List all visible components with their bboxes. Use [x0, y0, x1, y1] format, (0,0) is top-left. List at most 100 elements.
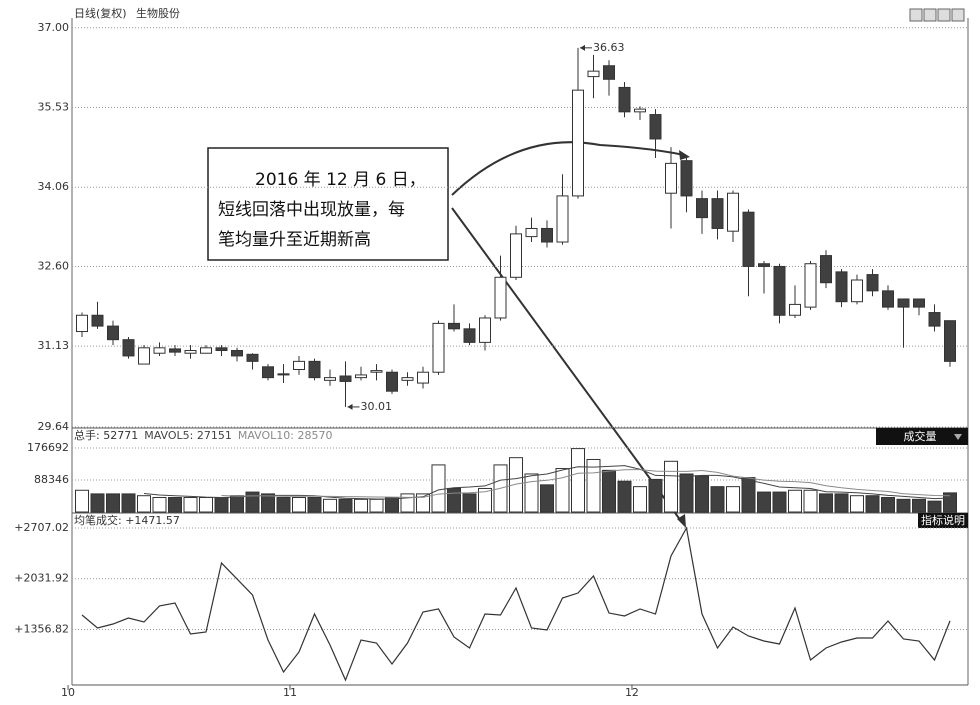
volume-bar — [524, 473, 539, 513]
volume-bar — [710, 486, 725, 513]
candle-body — [76, 314, 88, 333]
volume-bar — [137, 495, 151, 513]
candle-body — [665, 162, 677, 194]
y-tick-label: 29.64 — [38, 420, 70, 433]
candle-body — [293, 360, 305, 371]
candle-body — [386, 371, 398, 392]
candle-body — [122, 339, 135, 357]
candle-body — [928, 312, 941, 327]
candle-body — [851, 279, 863, 303]
volume-bar — [106, 493, 120, 513]
volume-bar — [679, 473, 694, 513]
toolbar[interactable] — [909, 8, 965, 22]
x-tick-label: 11 — [283, 686, 297, 699]
candle-body — [448, 322, 460, 330]
y-tick-label: 88346 — [34, 473, 69, 486]
volume-bar — [400, 493, 415, 513]
candle-body — [432, 322, 445, 373]
candle-body — [417, 371, 429, 384]
x-tick-label: 10 — [61, 686, 75, 699]
arrow-head — [580, 44, 585, 51]
callout-box — [207, 147, 449, 261]
annotation-label: 36.63 — [593, 41, 625, 54]
candle-body — [184, 350, 197, 354]
y-tick-label: 32.60 — [38, 259, 70, 272]
candle-body — [463, 328, 476, 343]
volume-bar — [230, 495, 244, 513]
candle-body — [696, 198, 708, 219]
volume-bar — [292, 497, 306, 513]
volume-bar — [819, 493, 833, 513]
volume-bar — [152, 497, 167, 513]
candle-body — [355, 374, 367, 379]
candle-body — [835, 271, 848, 303]
candle-body — [944, 320, 956, 362]
volume-bar — [695, 475, 709, 513]
y-tick-label: 35.53 — [38, 101, 70, 114]
candle-body — [804, 263, 817, 308]
volume-bar — [927, 500, 942, 513]
callout: 2016 年 12 月 6 日， 短线回落中出现放量，每 笔均量升至近期新高 — [207, 141, 690, 528]
candle-body — [727, 192, 739, 232]
candle-body — [541, 227, 553, 243]
volume-bar — [385, 497, 399, 513]
candle-body — [262, 366, 274, 379]
volume-bar — [509, 457, 523, 513]
indicator-label[interactable]: 成交量 — [904, 429, 937, 443]
volume-bar — [121, 493, 136, 513]
candle-body — [370, 370, 383, 373]
volume-bar — [261, 493, 275, 513]
ma-line — [143, 465, 951, 500]
volume-bar — [788, 489, 802, 513]
volume-bar — [245, 491, 260, 513]
volume-bar — [803, 489, 818, 513]
candle-body — [773, 265, 786, 316]
line — [81, 526, 951, 682]
legend-entry: 均笔成交: +1471.57 — [74, 513, 180, 527]
volume-bar — [648, 478, 663, 513]
tool-button[interactable] — [909, 8, 923, 22]
candle-body — [897, 298, 910, 308]
help-button-label[interactable]: 指标说明 — [921, 513, 965, 527]
volume-bar — [447, 487, 461, 513]
tool-button[interactable] — [923, 8, 937, 22]
volume-bar — [881, 497, 895, 513]
candle-body — [153, 347, 166, 354]
annotation-label: 30.01 — [361, 400, 393, 413]
candle-body — [680, 160, 693, 197]
indicator-select[interactable] — [876, 428, 968, 445]
candle-body — [231, 350, 243, 357]
candle-body — [308, 360, 321, 379]
y-tick-label: +2031.92 — [14, 572, 69, 585]
candle-body — [618, 86, 631, 113]
volume-bar — [617, 480, 632, 513]
volume-bar — [540, 484, 554, 513]
volume-bar — [478, 487, 492, 513]
y-tick-label: +1356.82 — [14, 623, 69, 636]
candle-body — [277, 373, 290, 376]
volume-bar — [323, 498, 337, 513]
volume-bar — [307, 497, 322, 513]
candle-body — [649, 114, 662, 140]
y-tick-label: 31.13 — [38, 339, 70, 352]
callout-arrow — [451, 207, 682, 522]
volume-bar — [834, 493, 849, 513]
volume-bar — [168, 497, 182, 513]
legend-entry: 总手: 52771 — [74, 428, 138, 442]
stock-name: 生物股份 — [136, 6, 180, 20]
tool-button[interactable] — [937, 8, 951, 22]
arrow-head — [677, 514, 686, 528]
candle-body — [525, 227, 538, 238]
volume-bar — [354, 498, 368, 513]
volume-bar — [416, 493, 430, 513]
tool-button[interactable] — [951, 8, 965, 22]
help-button[interactable] — [918, 513, 968, 528]
candle-body — [572, 89, 584, 197]
candle-body — [401, 377, 414, 381]
candle-body — [246, 353, 259, 362]
volume-bar — [850, 495, 864, 513]
volume-bar — [276, 497, 291, 513]
volume-bar — [199, 497, 213, 513]
volume-bar — [664, 460, 678, 513]
chart-title: 日线(复权) — [74, 6, 127, 20]
